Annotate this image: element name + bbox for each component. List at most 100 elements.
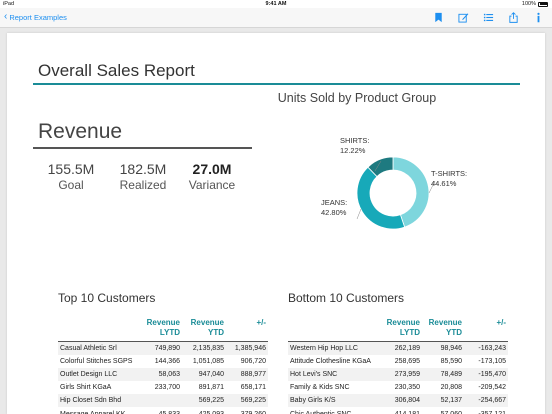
revenue-lytd-cell: 306,804 [394,397,420,405]
donut-label-name: JEANS: [321,198,348,207]
donut-label-value: 42.80% [321,207,347,217]
revenue-lytd-cell: 45,833 [140,407,182,414]
leader-line [356,208,362,220]
header-revenue-ytd: Revenue YTD [428,318,462,337]
table-row[interactable]: Outlet Design LLC 58,063 947,040 888,977 [58,367,268,382]
table-row[interactable]: Western Hip Hop LLC 262,189 98,946 -163,243 [288,341,508,355]
revenue-lytd-cell: 273,959 [394,370,420,378]
table-row[interactable]: Colorful Stitches SGPS 144,366 1,051,085 90… [58,355,268,368]
revenue-ytd-cell: 20,808 [440,384,462,392]
header-customer [58,318,140,342]
info-icon[interactable] [532,11,544,23]
revenue-ytd-cell: 52,137 [440,397,462,405]
table-row[interactable]: Attitude Clothesline KGaA 258,695 85,590 -1… [288,355,508,368]
revenue-lytd-cell: 144,366 [154,357,180,365]
header-delta: +/- [496,318,506,327]
header-delta: +/- [256,318,266,327]
units-donut-chart [356,156,436,230]
delta-cell: -195,470 [478,370,506,378]
revenue-ytd-cell: 425,093 [182,407,226,414]
kpi-value: 155.5M [47,161,95,177]
table-row[interactable]: Baby Girls K/S 306,804 52,137 -254,667 [288,394,508,408]
table-row[interactable]: Family & Kids SNC 230,350 20,808 -209,542 [288,381,508,394]
revenue-lytd-cell: 258,695 [394,357,420,365]
status-bar: iPad 9:41 AM 100% [0,0,552,8]
report-page: Overall Sales Report Revenue 155.5M Goal… [7,33,545,414]
list-icon[interactable] [482,11,494,23]
toolbar-icons [432,11,544,23]
leader-line [428,180,436,194]
revenue-divider [33,147,252,149]
revenue-ytd-cell: 57,060 [422,407,464,414]
delta-cell: -163,243 [478,344,506,352]
kpi-variance: 27.0M Variance [177,161,247,192]
revenue-lytd-cell: 230,350 [394,384,420,392]
revenue-lytd-cell: 233,700 [154,384,180,392]
revenue-ytd-cell: 98,946 [440,344,462,352]
header-revenue-lytd: Revenue LYTD [146,318,180,337]
table-row[interactable]: Casual Athletic Srl 749,890 2,135,835 1,385… [58,341,268,355]
revenue-lytd-cell: 262,189 [394,344,420,352]
revenue-ytd-cell: 2,135,835 [192,344,224,352]
customer-name: Girls Shirt KGaA [60,384,112,392]
top10-rows: Casual Athletic Srl 749,890 2,135,835 1,385… [58,341,268,414]
back-button-label: Report Examples [9,12,67,22]
bottom10-rows: Western Hip Hop LLC 262,189 98,946 -163,243… [288,341,508,414]
back-button[interactable]: ‹ Report Examples [4,12,67,22]
kpi-realized: 182.5M Realized [108,161,178,192]
bookmark-icon[interactable] [432,11,444,23]
donut-slice-shirts[interactable] [367,156,394,178]
edit-icon[interactable] [457,11,469,23]
donut-slice-jeans[interactable] [356,166,406,230]
donut-label-jeans: JEANS: 42.80% [321,198,347,217]
chart-title: Units Sold by Product Group [277,91,437,105]
customer-name: Hot Levi's SNC [290,370,338,378]
customer-name: Attitude Clothesline KGaA [290,357,371,365]
table-row[interactable]: Hip Closet Sdn Bhd 569,225 569,225 [58,394,268,408]
title-divider [33,83,520,85]
share-icon[interactable] [507,11,519,23]
top10-table: Revenue LYTD Revenue YTD +/- Casual Athl… [58,318,268,414]
revenue-ytd-cell: 947,040 [198,370,224,378]
carrier-label: iPad [3,1,15,7]
donut-label-name: T-SHIRTS: [431,169,468,178]
delta-cell: 569,225 [240,397,266,405]
customer-name: Colorful Stitches SGPS [60,357,133,365]
chevron-left-icon: ‹ [4,11,8,22]
kpi-label: Goal [58,178,84,192]
bottom10-table: Revenue LYTD Revenue YTD +/- Western Hip… [288,318,508,414]
donut-label-tshirts: T-SHIRTS: 44.61% [431,169,467,188]
customer-name: Chic Authentic SNC [288,407,382,414]
revenue-heading: Revenue [38,120,123,143]
revenue-ytd-cell: 891,871 [198,384,224,392]
top10-title: Top 10 Customers [58,291,156,305]
delta-cell: 906,720 [240,357,266,365]
table-row[interactable]: Chic Authentic SNC414,18157,060-357,121 [288,407,508,414]
delta-cell: -173,105 [478,357,506,365]
donut-label-name: SHIRTS: [340,136,370,145]
donut-label-shirts: SHIRTS: 12.22% [340,136,369,155]
kpi-label: Variance [188,178,236,192]
kpi-value: 27.0M [192,161,232,177]
header-revenue-lytd: Revenue LYTD [386,318,420,337]
bottom10-title: Bottom 10 Customers [288,291,405,305]
table-header-row: Revenue LYTD Revenue YTD +/- [288,318,508,342]
clock: 9:41 AM [265,1,287,7]
revenue-lytd-cell [140,394,182,407]
table-row[interactable]: Hot Levi's SNC 273,959 78,489 -195,470 [288,367,508,382]
revenue-lytd-cell: 58,063 [158,370,180,378]
kpi-goal: 155.5M Goal [36,161,106,192]
customer-name: Hip Closet Sdn Bhd [60,397,122,405]
delta-cell: -209,542 [478,384,506,392]
delta-cell: -357,121 [464,407,508,414]
table-row[interactable]: Girls Shirt KGaA 233,700 891,871 658,171 [58,381,268,394]
delta-cell: 888,977 [240,370,266,378]
table-row[interactable]: Message Apparel KK45,833425,093379,260 [58,407,268,414]
revenue-lytd-cell: 749,890 [154,344,180,352]
customer-name: Outlet Design LLC [60,370,118,378]
leader-line [374,160,382,172]
delta-cell: -254,667 [478,397,506,405]
header-customer [288,318,382,342]
revenue-ytd-cell: 569,225 [198,397,224,405]
battery-icon [538,1,548,7]
